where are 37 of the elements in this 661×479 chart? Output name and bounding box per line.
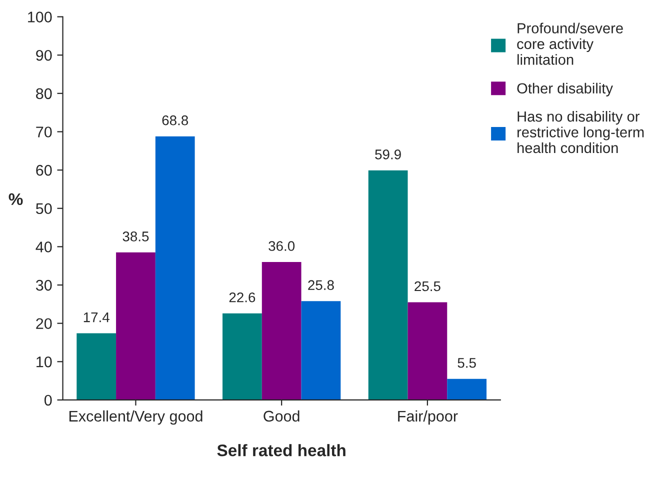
y-tick-label: 80: [36, 88, 52, 100]
x-axis-title: Self rated health: [217, 444, 346, 456]
y-tick-label: 40: [36, 242, 52, 252]
y-tick-label: 20: [36, 318, 52, 330]
data-label: 17.4: [84, 312, 110, 322]
y-tick-label: 50: [36, 203, 52, 214]
bar: [116, 252, 156, 400]
legend-label: Profound/severe core activity limitation: [517, 22, 623, 65]
x-tick-label: Good: [264, 410, 300, 422]
y-tick-label: 0: [44, 394, 52, 406]
bar: [155, 136, 195, 400]
data-label: 68.8: [162, 115, 188, 126]
data-label: 59.9: [375, 150, 401, 160]
legend-label: Other disability: [517, 82, 613, 96]
bar: [447, 378, 487, 400]
bar: [408, 302, 448, 400]
bar: [301, 301, 341, 400]
data-label: 25.5: [414, 281, 440, 292]
bar: [222, 313, 262, 400]
y-tick-label: 30: [36, 280, 52, 291]
y-tick-label: 60: [36, 164, 52, 176]
bar: [368, 170, 408, 400]
y-tick-label: 90: [36, 50, 52, 61]
bar: [262, 262, 302, 400]
y-axis-title: %: [8, 193, 23, 206]
x-tick-label: Fair/poor: [398, 410, 458, 425]
bar: [76, 333, 116, 400]
x-tick-label: Excellent/Very good: [69, 410, 202, 425]
data-label: 36.0: [268, 241, 295, 251]
data-label: 5.5: [458, 358, 476, 368]
legend-label: Has no disability or restrictive long-term health condition: [518, 110, 644, 154]
y-tick-label: 100: [28, 12, 52, 22]
data-label: 38.5: [122, 232, 149, 242]
y-tick-label: 70: [36, 126, 52, 138]
data-label: 25.8: [308, 280, 334, 290]
y-tick-label: 10: [36, 356, 52, 368]
data-label: 22.6: [229, 292, 256, 302]
